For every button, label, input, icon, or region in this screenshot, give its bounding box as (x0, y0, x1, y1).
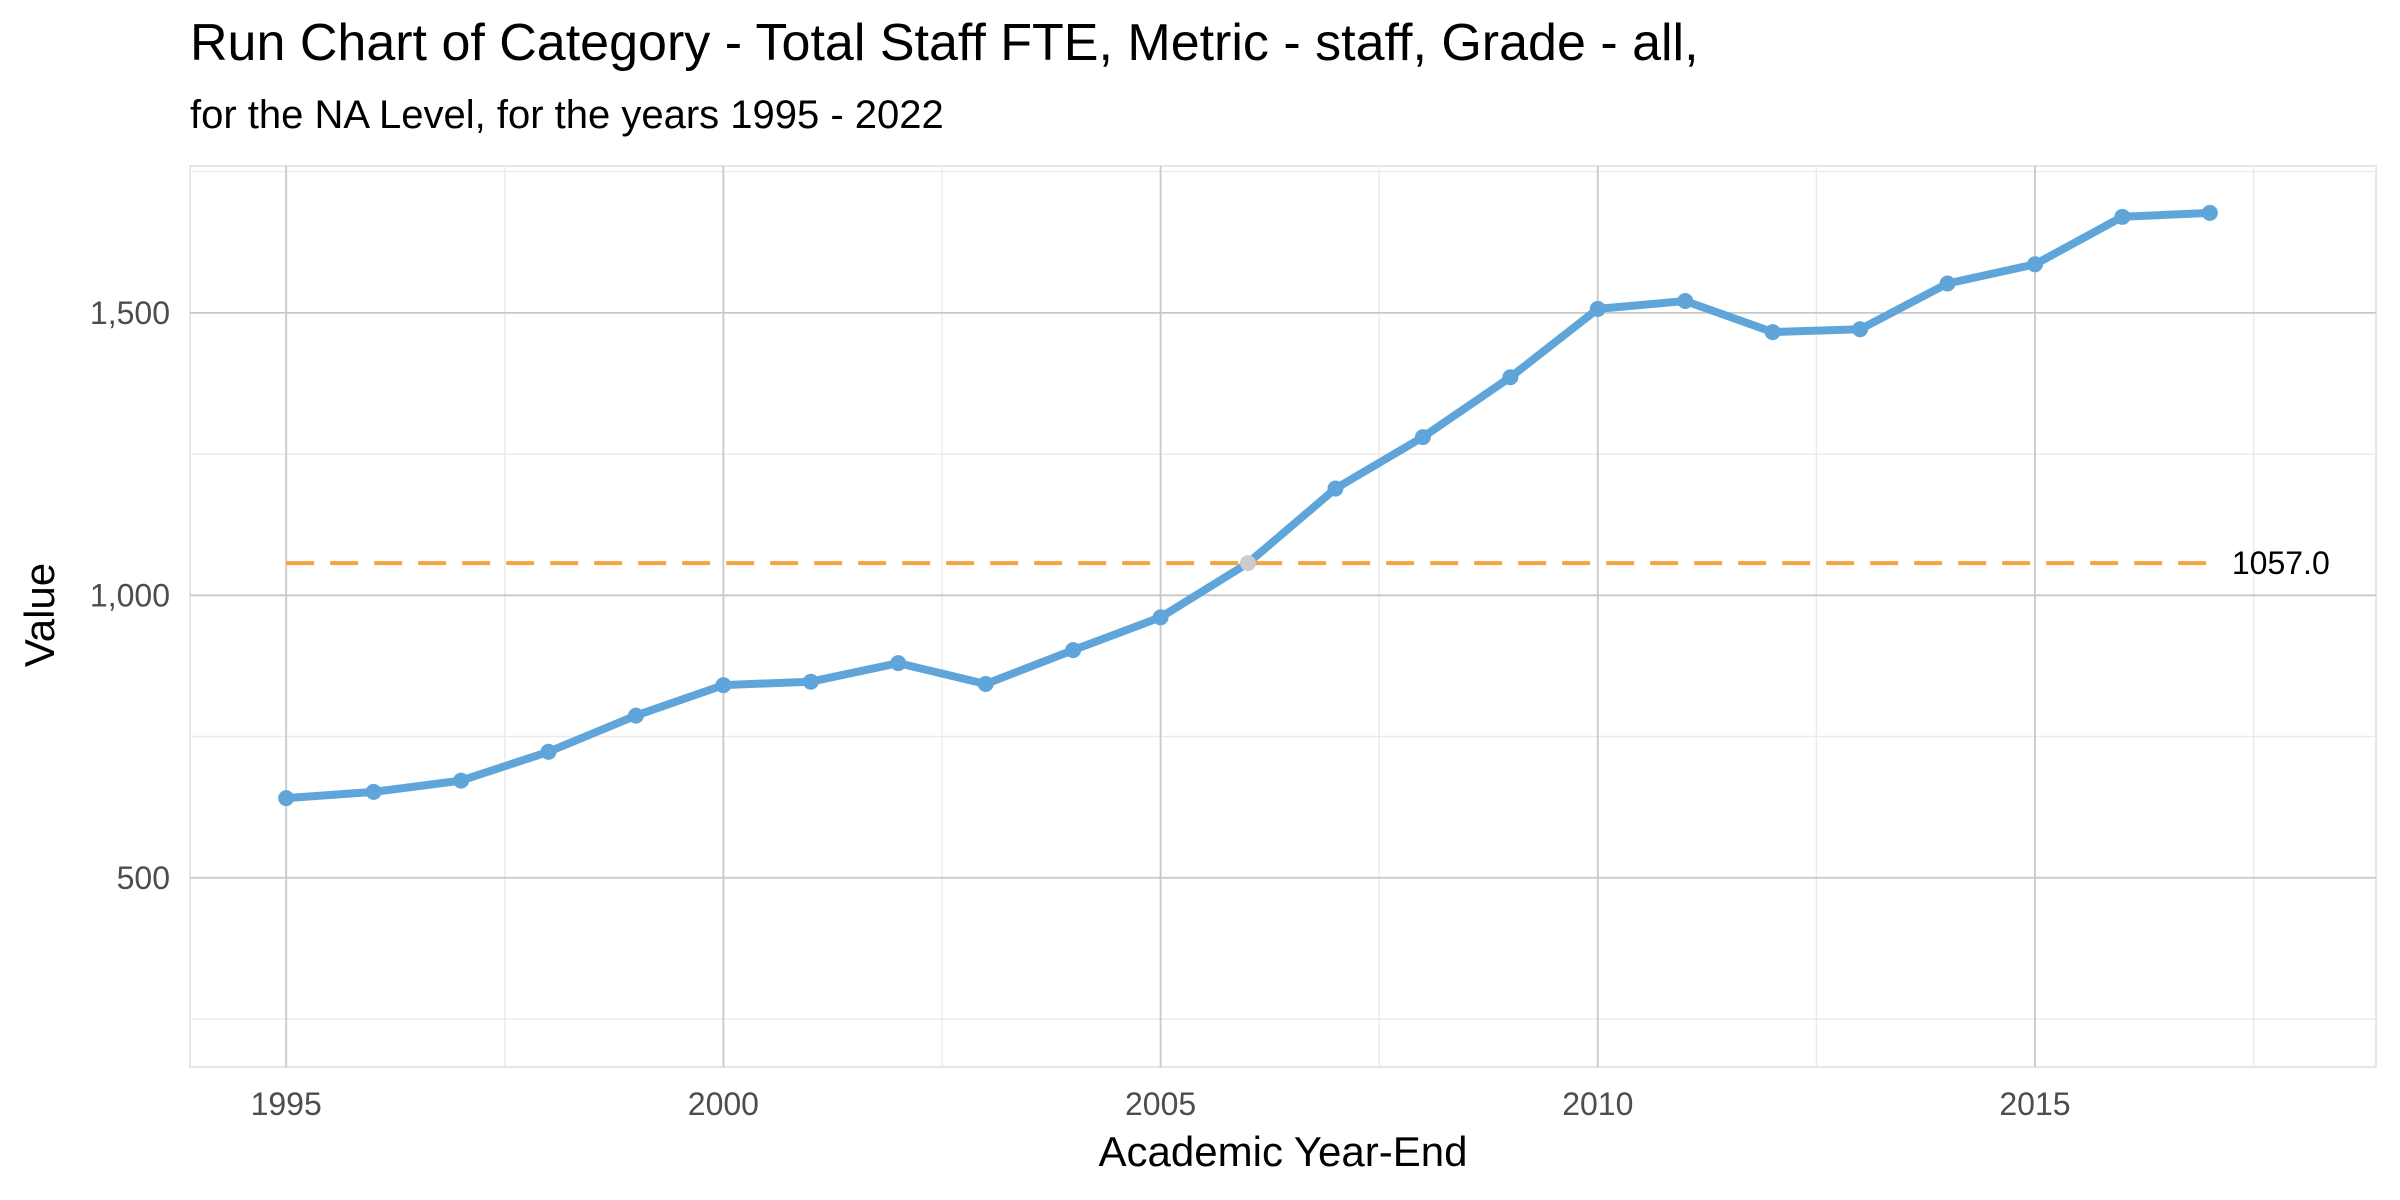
y-tick-label: 1,000 (90, 577, 170, 613)
data-point (1065, 642, 1082, 659)
reference-line-label: 1057.0 (2232, 545, 2330, 581)
data-point (365, 783, 382, 800)
chart-subtitle: for the NA Level, for the years 1995 - 2… (190, 93, 944, 137)
data-point (1939, 275, 1956, 292)
x-tick-label: 2015 (1999, 1086, 2070, 1122)
data-point (890, 655, 907, 672)
data-point (802, 673, 819, 690)
y-axis-title: Value (16, 563, 63, 667)
y-tick-label: 500 (117, 860, 170, 896)
reference-line-group: 1057.0 (286, 545, 2330, 581)
data-point (977, 676, 994, 693)
data-point (2201, 204, 2218, 221)
data-point (453, 772, 470, 789)
data-point (1852, 321, 1869, 338)
data-point (2026, 256, 2043, 273)
x-tick-label: 2000 (688, 1086, 759, 1122)
chart-title: Run Chart of Category - Total Staff FTE,… (190, 14, 1699, 72)
data-point (1414, 429, 1431, 446)
panel-border (189, 165, 2377, 1068)
data-point (540, 743, 557, 760)
y-axis-ticks: 500 1,000 1,500 (90, 295, 170, 896)
grid-lines (190, 166, 2376, 1067)
data-point (1327, 480, 1344, 497)
data-point (1502, 369, 1519, 386)
x-axis-ticks: 1995 2000 2005 2010 2015 (251, 1086, 2071, 1122)
data-point (1589, 300, 1606, 317)
data-point (1152, 609, 1169, 626)
x-tick-label: 1995 (251, 1086, 322, 1122)
data-point (1240, 555, 1257, 572)
data-point (715, 677, 732, 694)
y-tick-label: 1,500 (90, 295, 170, 331)
x-axis-title: Academic Year-End (1099, 1128, 1468, 1175)
plot-panel (189, 165, 2377, 1068)
x-tick-label: 2010 (1562, 1086, 1633, 1122)
data-point (1677, 293, 1694, 310)
data-point (2114, 208, 2131, 225)
data-point (627, 707, 644, 724)
points-group (278, 204, 2218, 807)
data-point (1764, 324, 1781, 341)
series-group (282, 208, 2214, 803)
data-point (278, 790, 295, 807)
x-tick-label: 2005 (1125, 1086, 1196, 1122)
series-line (282, 208, 2214, 803)
